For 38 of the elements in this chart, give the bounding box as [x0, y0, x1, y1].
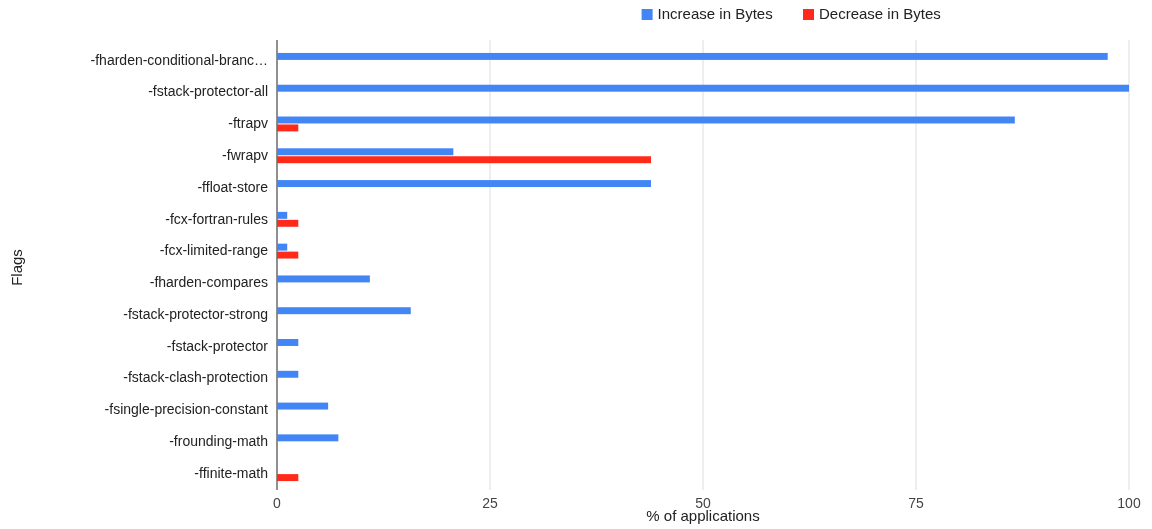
bar	[277, 402, 329, 410]
y-tick-label: -ffinite-math	[194, 464, 268, 481]
bar	[277, 52, 1108, 60]
y-tick-label: -ffloat-store	[197, 178, 269, 195]
y-tick-label: -fcx-fortran-rules	[165, 210, 268, 227]
bar	[277, 251, 299, 259]
bar	[277, 339, 299, 346]
bar	[277, 434, 339, 442]
y-tick-label: -fcx-limited-range	[159, 242, 269, 259]
y-axis-title: Flags	[8, 249, 25, 286]
y-tick-label: -fsingle-precision-constant	[104, 401, 269, 418]
x-tick-label: 0	[273, 495, 282, 511]
y-tick-label: -ftrapv	[228, 115, 268, 132]
bar	[277, 474, 299, 482]
bar	[277, 211, 288, 219]
bar	[277, 219, 299, 227]
bar	[277, 307, 411, 315]
y-tick-label: -fstack-clash-protection	[123, 369, 268, 386]
bar	[277, 156, 652, 164]
x-tick-label: 100	[1117, 495, 1141, 511]
y-tick-label: -fwrapv	[222, 146, 268, 163]
y-tick-label: -fstack-protector-strong	[123, 305, 268, 322]
y-tick-label: -frounding-math	[169, 433, 268, 450]
y-tick-label: -fharden-compares	[149, 274, 268, 291]
bar	[277, 180, 652, 188]
bar	[277, 243, 288, 251]
y-tick-label: -fstack-protector-all	[148, 83, 268, 100]
bar	[277, 275, 370, 283]
bar	[277, 124, 299, 132]
legend-label: Decrease in Bytes	[819, 5, 941, 22]
y-tick-label: -fstack-protector	[166, 337, 269, 354]
bar	[277, 148, 454, 156]
bar	[277, 84, 1129, 92]
x-tick-label: 75	[908, 495, 924, 511]
legend-label: Increase in Bytes	[657, 5, 773, 22]
y-tick-label: -fharden-conditional-branc…	[90, 51, 268, 68]
bar	[277, 370, 299, 378]
x-tick-label: 25	[482, 495, 498, 511]
